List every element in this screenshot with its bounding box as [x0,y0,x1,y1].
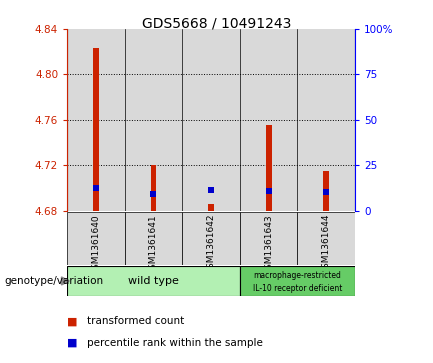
Bar [240,212,297,265]
Bar [240,266,355,296]
Bar [67,266,240,296]
Text: GSM1361643: GSM1361643 [264,214,273,274]
Text: transformed count: transformed count [87,316,184,326]
Bar [266,126,271,211]
Bar [323,171,329,211]
Bar [208,204,214,211]
Text: ■: ■ [67,338,78,348]
Text: macrophage-restricted: macrophage-restricted [254,271,341,280]
Bar [297,212,355,265]
Bar [67,29,125,211]
Bar [125,212,182,265]
Text: GSM1361644: GSM1361644 [322,214,331,274]
Bar [240,29,297,211]
Bar [67,212,125,265]
Text: GSM1361641: GSM1361641 [149,214,158,274]
Text: percentile rank within the sample: percentile rank within the sample [87,338,262,348]
Bar [151,165,156,211]
Text: GDS5668 / 10491243: GDS5668 / 10491243 [142,16,291,30]
Bar [297,29,355,211]
Polygon shape [61,277,69,285]
Text: GSM1361640: GSM1361640 [91,214,100,274]
Text: wild type: wild type [128,276,179,286]
Bar [182,29,240,211]
Text: IL-10 receptor deficient: IL-10 receptor deficient [253,284,342,293]
Bar [93,48,99,211]
Bar [182,212,240,265]
Text: genotype/variation: genotype/variation [4,276,103,286]
Bar [125,29,182,211]
Text: ■: ■ [67,316,78,326]
Text: GSM1361642: GSM1361642 [207,214,216,274]
